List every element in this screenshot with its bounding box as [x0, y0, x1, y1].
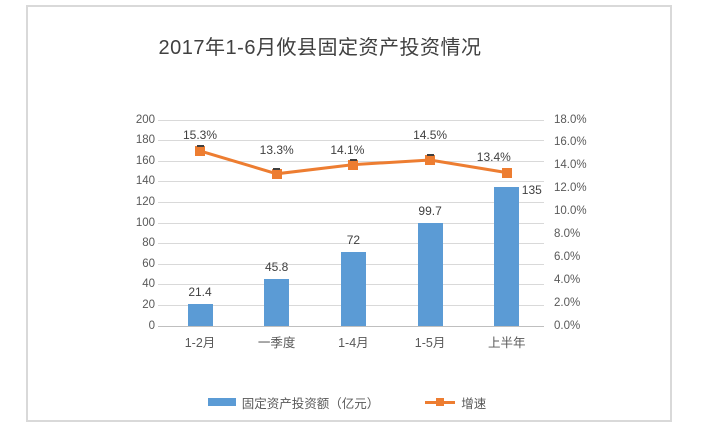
legend-item-bar-series: 固定资产投资额（亿元） — [207, 393, 380, 412]
bar-series-swatch-icon — [207, 398, 236, 406]
legend: 固定资产投资额（亿元） 增速 — [26, 393, 668, 412]
line-series-swatch-icon — [425, 397, 456, 407]
legend-label-line-series: 增速 — [461, 396, 487, 411]
chart-frame — [26, 5, 672, 422]
legend-item-line-series: 增速 — [425, 393, 486, 412]
chart-title: 2017年1-6月攸县固定资产投资情况 — [158, 37, 482, 59]
legend-label-bar-series: 固定资产投资额（亿元） — [241, 396, 380, 411]
